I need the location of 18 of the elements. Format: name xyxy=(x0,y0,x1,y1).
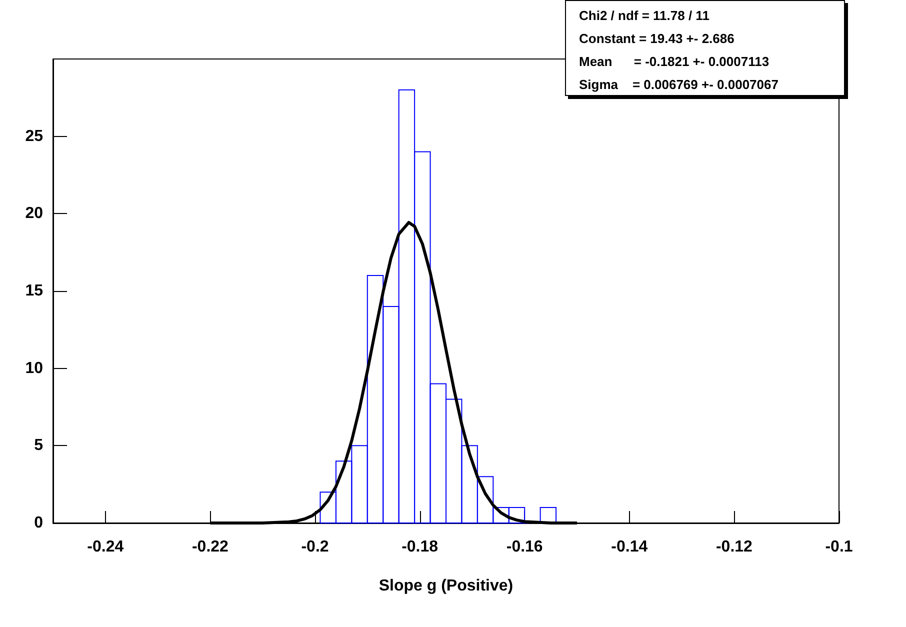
y-tick-label: 25 xyxy=(25,128,44,145)
x-tick-label: -0.24 xyxy=(87,538,124,556)
y-tick-label: 5 xyxy=(34,437,44,454)
y-tick-label: 20 xyxy=(25,205,44,222)
x-tick-label: -0.22 xyxy=(192,538,229,556)
x-tick-label: -0.1 xyxy=(825,538,853,556)
y-tick-label: 0 xyxy=(34,514,44,532)
x-tick-label: -0.16 xyxy=(506,538,543,556)
stats-box: Chi2 / ndf = 11.78 / 11 Constant = 19.43 +- 2.686 Mean = -0.1821 +- 0.0007113 Sigma = 0.006769 +- 0.0007067 xyxy=(565,0,845,96)
x-axis-title: Slope g (Positive) xyxy=(378,578,514,594)
y-tick-label: 10 xyxy=(25,360,44,377)
annotation: Mean = -0.1821 +- 0.0007113 xyxy=(579,53,770,71)
x-tick-label: -0.14 xyxy=(611,538,648,556)
x-tick-label: -0.18 xyxy=(402,538,438,556)
y-tick-label: 15 xyxy=(25,282,44,300)
x-tick-label: -0.12 xyxy=(716,538,753,556)
annotation: Sigma = 0.006769 +- 0.0007067 xyxy=(579,76,780,94)
x-tick-label: -0.2 xyxy=(301,538,329,556)
